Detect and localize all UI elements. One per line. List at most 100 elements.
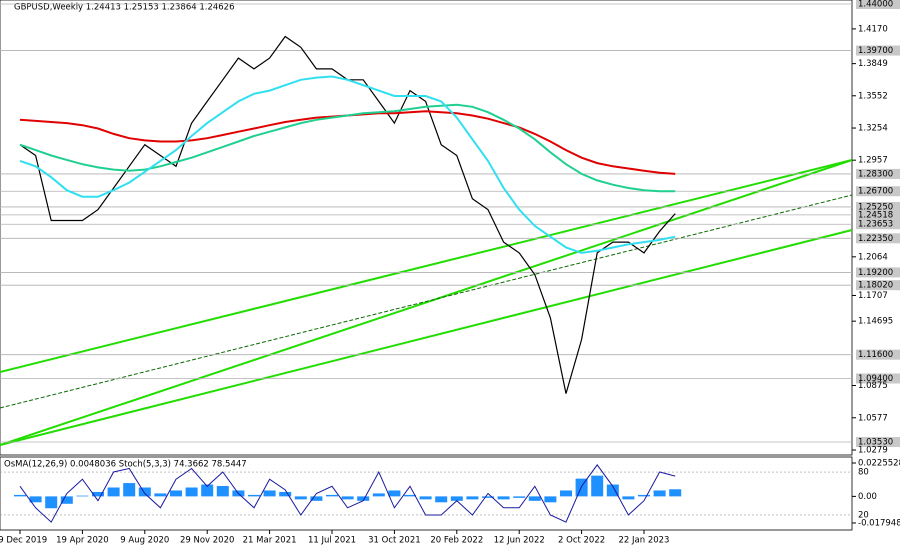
bar bbox=[638, 494, 650, 497]
level-label: 1.44000 bbox=[858, 0, 893, 10]
bar bbox=[185, 487, 198, 497]
bar bbox=[341, 496, 354, 500]
y-tick-label: 1.3254 bbox=[858, 124, 888, 134]
bar bbox=[544, 496, 557, 503]
bar bbox=[263, 490, 276, 497]
main-panel bbox=[0, 0, 853, 456]
level-label-bg bbox=[856, 45, 900, 56]
level-label: 1.23653 bbox=[858, 220, 893, 230]
level-label-bg bbox=[856, 219, 900, 230]
bar bbox=[14, 494, 26, 497]
level-label-bg bbox=[856, 349, 900, 360]
bar bbox=[170, 490, 182, 497]
level-label: 1.25250 bbox=[858, 202, 893, 212]
y-tick-label: 1.0875 bbox=[858, 381, 888, 391]
bar bbox=[294, 496, 307, 500]
bar bbox=[154, 493, 167, 497]
bar bbox=[466, 496, 479, 500]
y-tick-label: 1.2957 bbox=[858, 156, 888, 166]
bar bbox=[279, 491, 292, 497]
level-label: 1.18020 bbox=[858, 281, 893, 291]
level-label: 1.09400 bbox=[858, 374, 893, 384]
x-tick-label: 2 Oct 2022 bbox=[558, 536, 605, 546]
level-label-bg bbox=[856, 373, 900, 384]
series-line bbox=[19, 75, 676, 254]
channel-line bbox=[0, 159, 853, 373]
y-tick-label: 1.4170 bbox=[858, 24, 888, 34]
level-label: 1.22350 bbox=[858, 234, 893, 244]
bar bbox=[482, 496, 494, 498]
level-label-bg bbox=[856, 209, 900, 220]
bar bbox=[92, 491, 104, 497]
channel-midline bbox=[0, 194, 853, 409]
bar bbox=[419, 496, 432, 500]
bar bbox=[357, 496, 370, 501]
bar bbox=[497, 496, 510, 500]
bar bbox=[372, 493, 385, 497]
x-tick-label: 21 Mar 2021 bbox=[243, 536, 297, 546]
x-tick-label: 19 Apr 2020 bbox=[56, 536, 109, 546]
y-tick-label: -0.017948 bbox=[858, 518, 900, 528]
y-tick-label: 1.3849 bbox=[858, 59, 888, 69]
x-tick-label: 31 Oct 2021 bbox=[368, 536, 421, 546]
bar bbox=[513, 496, 526, 498]
bar bbox=[107, 487, 120, 497]
level-label: 1.03530 bbox=[858, 438, 893, 448]
bar bbox=[435, 496, 448, 503]
bar bbox=[201, 484, 214, 497]
level-label: 1.11600 bbox=[858, 350, 893, 360]
y-tick-label: 0.0225528 bbox=[858, 458, 900, 468]
bar bbox=[450, 496, 463, 501]
y-tick-label: 1.0577 bbox=[858, 413, 888, 423]
level-label-bg bbox=[856, 233, 900, 244]
y-tick-label: 1.1707 bbox=[858, 291, 888, 301]
bar bbox=[310, 496, 323, 501]
bar bbox=[653, 490, 666, 497]
chart-title: GBPUSD,Weekly 1.24413 1.25153 1.23864 1.… bbox=[14, 3, 235, 13]
bar bbox=[29, 496, 42, 503]
x-tick-label: 29 Dec 2019 bbox=[0, 536, 47, 546]
bar bbox=[248, 494, 260, 497]
bar bbox=[606, 484, 619, 497]
y2-tick-label: 20 bbox=[858, 510, 869, 520]
bar bbox=[404, 494, 416, 497]
x-tick-label: 22 Jan 2023 bbox=[619, 536, 670, 546]
level-label-bg bbox=[856, 437, 900, 448]
channel-line bbox=[0, 159, 853, 446]
level-label: 1.24518 bbox=[858, 210, 893, 220]
level-label: 1.28300 bbox=[858, 169, 893, 179]
level-label-bg bbox=[856, 267, 900, 278]
bar bbox=[388, 490, 401, 497]
y-tick-label: 1.14695 bbox=[858, 317, 893, 327]
oscillator-title: OsMA(12,26,9) 0.0048036 Stoch(5,3,3) 74.… bbox=[4, 460, 247, 470]
level-label-bg bbox=[856, 201, 900, 212]
level-label-bg bbox=[856, 280, 900, 291]
level-label-bg bbox=[856, 168, 900, 179]
bar bbox=[60, 496, 73, 504]
level-label: 1.39700 bbox=[858, 46, 893, 56]
bar bbox=[76, 495, 89, 497]
bar bbox=[138, 487, 151, 497]
y-tick-label: 1.0279 bbox=[858, 446, 888, 456]
y-tick-label: 1.2064 bbox=[858, 252, 888, 262]
x-tick-label: 9 Aug 2020 bbox=[120, 536, 169, 546]
bar bbox=[528, 496, 541, 501]
y-tick-label: 1.3552 bbox=[858, 91, 888, 101]
y-tick-label: 0.00 bbox=[858, 492, 877, 502]
x-tick-label: 29 Nov 2020 bbox=[180, 536, 234, 546]
level-label-bg bbox=[856, 186, 900, 197]
bar bbox=[216, 486, 229, 497]
x-tick-label: 12 Jun 2022 bbox=[494, 536, 545, 546]
bar bbox=[326, 494, 338, 497]
level-label: 1.26700 bbox=[858, 187, 893, 197]
bar bbox=[669, 489, 682, 497]
bar bbox=[45, 496, 58, 509]
bar bbox=[591, 475, 604, 497]
y2-tick-label: 80 bbox=[858, 468, 869, 478]
bar bbox=[123, 483, 136, 497]
channel-line bbox=[0, 229, 853, 446]
bar bbox=[560, 490, 572, 497]
level-label-bg bbox=[856, 0, 900, 10]
level-label: 1.19200 bbox=[858, 268, 893, 278]
